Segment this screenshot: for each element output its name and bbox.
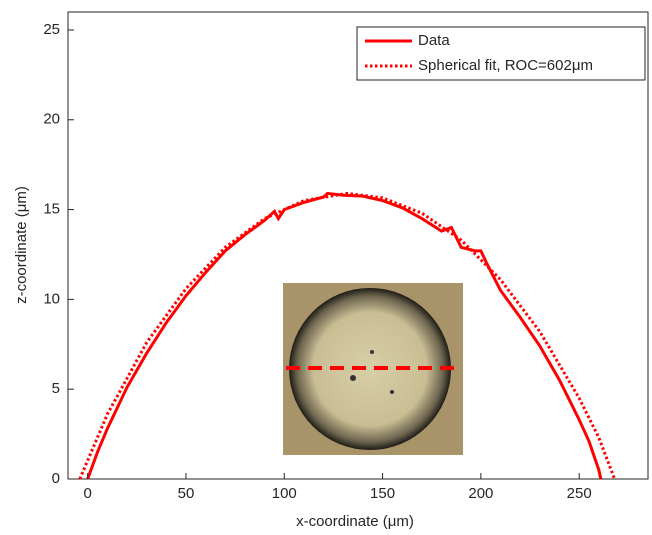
legend-label: Data bbox=[418, 32, 450, 49]
y-tick-label: 10 bbox=[43, 290, 60, 307]
legend-label: Spherical fit, ROC=602μm bbox=[418, 57, 593, 74]
x-tick-label: 250 bbox=[567, 485, 592, 502]
x-tick-label: 100 bbox=[272, 485, 297, 502]
legend: Data Spherical fit, ROC=602μm bbox=[356, 26, 646, 81]
x-tick-label: 200 bbox=[468, 485, 493, 502]
data-line bbox=[86, 191, 603, 480]
y-tick-label: 25 bbox=[43, 21, 60, 38]
marks bbox=[78, 191, 616, 480]
x-tick-label: 0 bbox=[83, 485, 91, 502]
y-tick-label: 20 bbox=[43, 111, 60, 128]
x-tick-label: 150 bbox=[370, 485, 395, 502]
x-tick-label: 50 bbox=[178, 485, 195, 502]
x-axis-label: x-coordinate (μm) bbox=[296, 513, 414, 530]
y-tick-label: 5 bbox=[52, 380, 60, 397]
y-tick-label: 15 bbox=[43, 201, 60, 218]
y-tick-label: 0 bbox=[52, 470, 60, 487]
inset-photo bbox=[283, 283, 463, 455]
y-axis-label: z-coordinate (μm) bbox=[13, 186, 30, 304]
data-line bbox=[78, 191, 616, 480]
